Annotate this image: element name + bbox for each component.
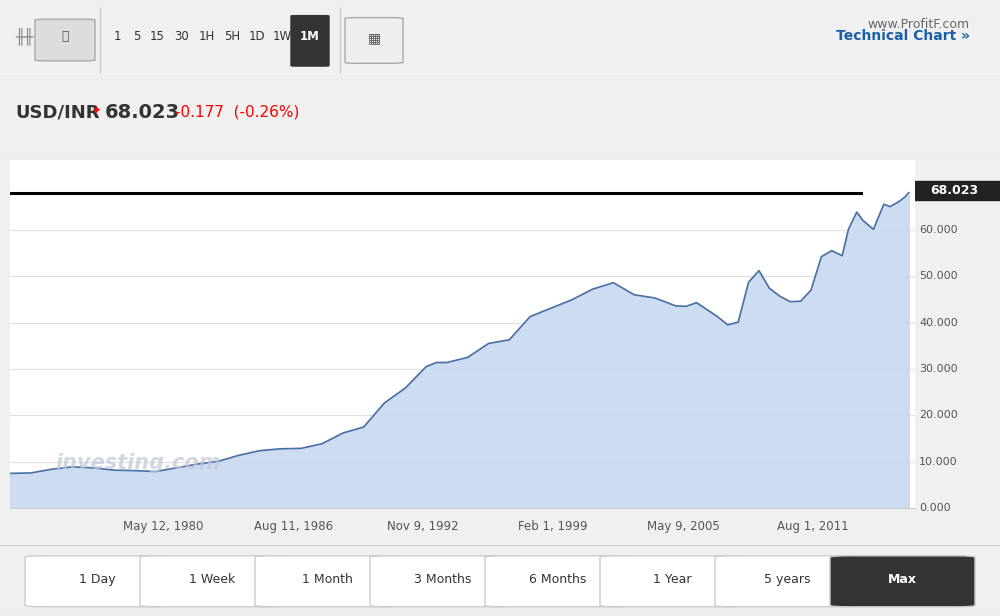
Text: ╫╫: ╫╫ — [15, 27, 33, 45]
Text: May 12, 1980: May 12, 1980 — [123, 520, 204, 533]
FancyBboxPatch shape — [345, 18, 403, 63]
FancyBboxPatch shape — [291, 15, 329, 66]
Text: Max: Max — [888, 573, 917, 586]
Text: Nov 9, 1992: Nov 9, 1992 — [387, 520, 459, 533]
Text: 15: 15 — [150, 30, 164, 43]
Text: 1D: 1D — [249, 30, 265, 43]
Text: ▦: ▦ — [367, 31, 381, 46]
FancyBboxPatch shape — [255, 556, 400, 607]
Text: 1: 1 — [113, 30, 121, 43]
Text: 1W: 1W — [272, 30, 292, 43]
Text: 5: 5 — [133, 30, 141, 43]
Text: 〜: 〜 — [61, 30, 69, 43]
FancyBboxPatch shape — [370, 556, 515, 607]
Text: 68.023: 68.023 — [930, 184, 978, 197]
FancyBboxPatch shape — [906, 180, 1000, 200]
Text: 30: 30 — [175, 30, 189, 43]
Text: May 9, 2005: May 9, 2005 — [647, 520, 719, 533]
Text: 1 Day: 1 Day — [79, 573, 116, 586]
Text: 1 Week: 1 Week — [189, 573, 236, 586]
Text: 1H: 1H — [199, 30, 215, 43]
Text: 6 Months: 6 Months — [529, 573, 586, 586]
Text: -0.177  (-0.26%): -0.177 (-0.26%) — [175, 105, 299, 120]
Text: 1 Year: 1 Year — [653, 573, 692, 586]
Text: Technical Chart »: Technical Chart » — [836, 29, 970, 43]
FancyBboxPatch shape — [35, 19, 95, 61]
FancyBboxPatch shape — [600, 556, 745, 607]
FancyBboxPatch shape — [140, 556, 285, 607]
Text: 5H: 5H — [224, 30, 240, 43]
Text: 20.000: 20.000 — [919, 410, 958, 420]
Text: 1 Month: 1 Month — [302, 573, 353, 586]
FancyBboxPatch shape — [715, 556, 860, 607]
Text: ✦: ✦ — [92, 105, 101, 116]
Text: Feb 1, 1999: Feb 1, 1999 — [518, 520, 587, 533]
Text: 50.000: 50.000 — [919, 271, 958, 281]
Text: investing.com: investing.com — [55, 453, 221, 473]
Text: 30.000: 30.000 — [919, 364, 958, 374]
Text: 60.000: 60.000 — [919, 225, 958, 235]
Text: 0.000: 0.000 — [919, 503, 951, 513]
Text: 3 Months: 3 Months — [414, 573, 471, 586]
Text: Aug 1, 2011: Aug 1, 2011 — [777, 520, 848, 533]
Text: 68.023: 68.023 — [105, 103, 180, 121]
Text: Aug 11, 1986: Aug 11, 1986 — [254, 520, 333, 533]
Text: 40.000: 40.000 — [919, 318, 958, 328]
FancyBboxPatch shape — [830, 556, 975, 607]
Text: 10.000: 10.000 — [919, 457, 958, 467]
FancyBboxPatch shape — [485, 556, 630, 607]
Text: www.ProfitF.com: www.ProfitF.com — [868, 18, 970, 31]
Text: 5 years: 5 years — [764, 573, 811, 586]
Text: 1M: 1M — [300, 30, 320, 43]
Text: USD/INR: USD/INR — [15, 103, 100, 121]
FancyBboxPatch shape — [25, 556, 170, 607]
